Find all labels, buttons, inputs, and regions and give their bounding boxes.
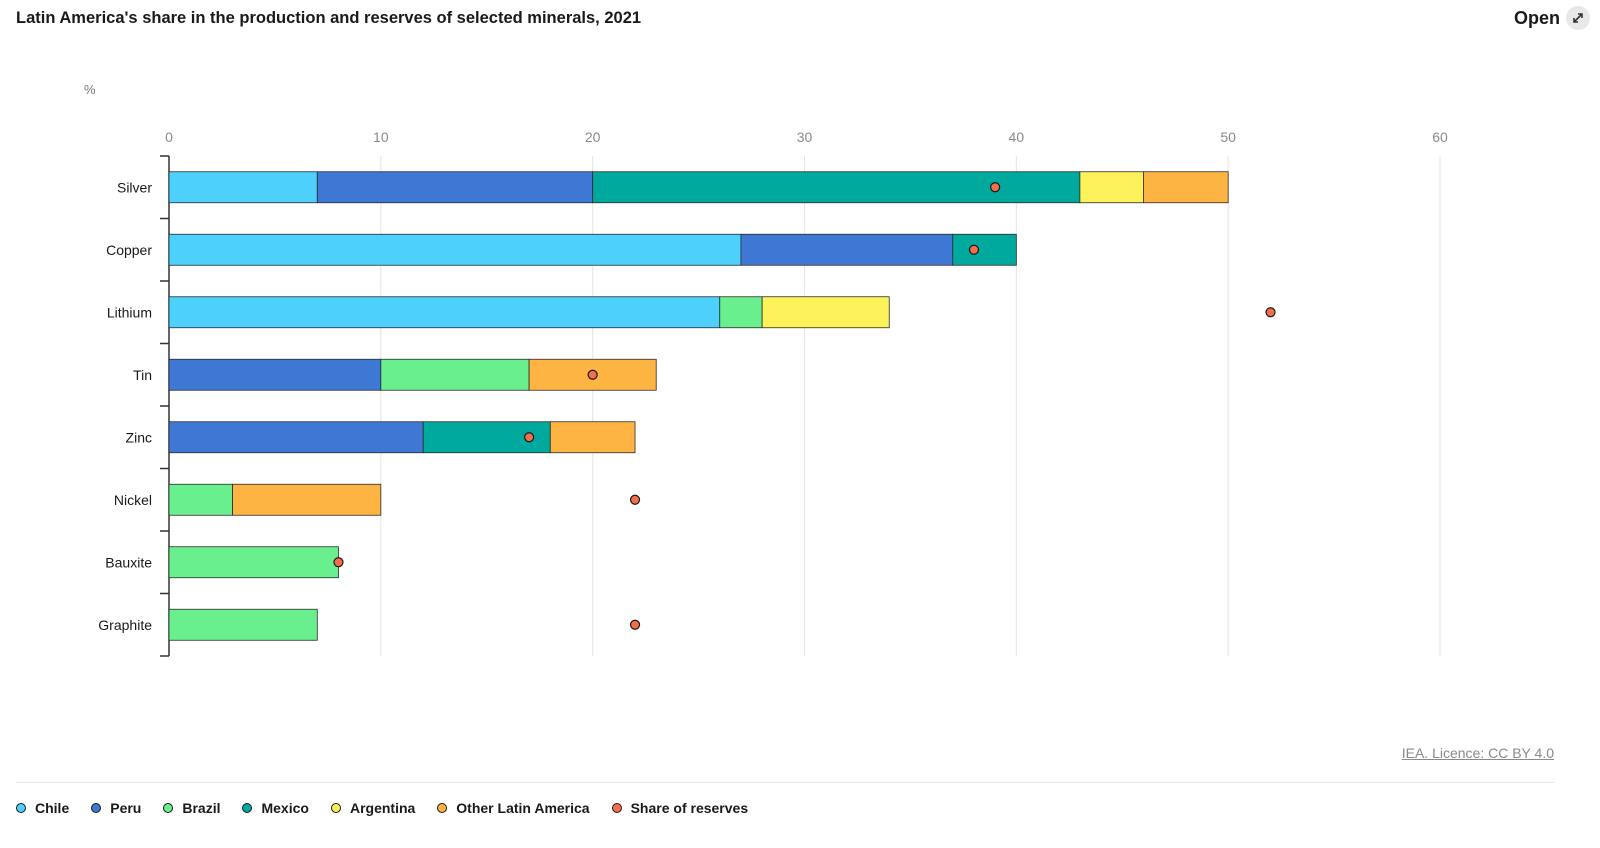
bar-other-latin-america <box>1143 171 1229 204</box>
legend-swatch-icon <box>611 803 622 813</box>
x-tick-label: 60 <box>1432 129 1448 145</box>
legend-item[interactable]: Other Latin America <box>437 800 590 816</box>
legend-item[interactable]: Mexico <box>242 800 309 816</box>
license-link[interactable]: IEA. Licence: CC BY 4.0 <box>1401 745 1554 761</box>
legend-label: Share of reserves <box>630 800 749 816</box>
legend-label: Chile <box>35 800 70 816</box>
legend-item[interactable]: Brazil <box>163 800 220 816</box>
reserve-marker <box>629 494 641 505</box>
legend-swatch-icon <box>91 803 102 813</box>
bar-mexico <box>592 171 1081 204</box>
legend-swatch-icon <box>242 803 253 813</box>
bar-brazil <box>168 483 233 516</box>
bar-peru <box>740 233 954 266</box>
reserve-marker <box>333 557 344 568</box>
legend-label: Mexico <box>261 800 309 816</box>
legend-item[interactable]: Chile <box>16 800 69 816</box>
legend-label: Other Latin America <box>456 800 590 816</box>
bar-brazil <box>168 546 339 579</box>
legend-item[interactable]: Share of reserves <box>611 800 749 816</box>
bar-peru <box>316 171 594 204</box>
legend-label: Peru <box>110 800 142 816</box>
legend-item[interactable]: Argentina <box>330 800 416 816</box>
legend-swatch-icon <box>330 803 341 813</box>
reserve-marker <box>587 369 598 380</box>
open-label: Open <box>1513 7 1560 28</box>
legend-label: Brazil <box>182 800 221 816</box>
bar-brazil <box>168 608 318 641</box>
open-button[interactable]: Open <box>1514 6 1590 30</box>
legend-swatch-icon <box>437 803 448 813</box>
legend-item[interactable]: Peru <box>91 800 141 816</box>
bar-chile <box>168 233 742 266</box>
x-tick-label: 30 <box>797 129 813 145</box>
bar-mexico <box>952 233 1017 266</box>
x-tick-label: 10 <box>373 129 389 145</box>
chart-plot: % 0 10 20 30 40 50 60 Silver Copper Lithium Tin Zinc… <box>84 82 1448 657</box>
bar-brazil <box>719 296 763 329</box>
y-unit-label: % <box>84 82 96 97</box>
bar-peru <box>168 421 424 454</box>
bar-chile <box>168 296 721 329</box>
legend-swatch-icon <box>16 803 26 813</box>
bar-brazil <box>380 358 530 391</box>
category-label: Graphite <box>98 617 152 633</box>
category-label: Tin <box>133 367 152 383</box>
bar-peru <box>168 358 382 391</box>
bar-other-latin-america <box>232 483 382 516</box>
legend-swatch-icon <box>163 803 174 813</box>
category-label: Lithium <box>107 304 152 320</box>
bar-argentina <box>1079 171 1144 204</box>
x-tick-label: 20 <box>585 129 601 145</box>
reserve-marker <box>629 619 641 630</box>
legend: Chile Peru Brazil Mexico Argentina Other Lati… <box>16 800 748 816</box>
category-label: Silver <box>117 179 152 195</box>
category-label: Zinc <box>126 429 152 445</box>
reserve-marker <box>968 244 980 255</box>
reserve-marker <box>1265 307 1276 318</box>
category-label: Bauxite <box>105 554 152 570</box>
legend-label: Argentina <box>349 800 416 816</box>
category-label: Nickel <box>114 492 152 508</box>
bar-other-latin-america <box>549 421 636 454</box>
reserve-marker <box>524 432 535 443</box>
x-tick-label: 50 <box>1220 129 1236 145</box>
x-tick-label: 0 <box>165 129 173 145</box>
category-label: Copper <box>106 242 152 258</box>
chart-title: Latin America's share in the production … <box>16 9 642 27</box>
bar-chile <box>168 171 318 204</box>
bar-argentina <box>761 296 890 329</box>
reserve-marker <box>990 182 1001 193</box>
expand-icon <box>1566 6 1590 30</box>
divider <box>16 782 1554 783</box>
x-tick-label: 40 <box>1009 129 1025 145</box>
